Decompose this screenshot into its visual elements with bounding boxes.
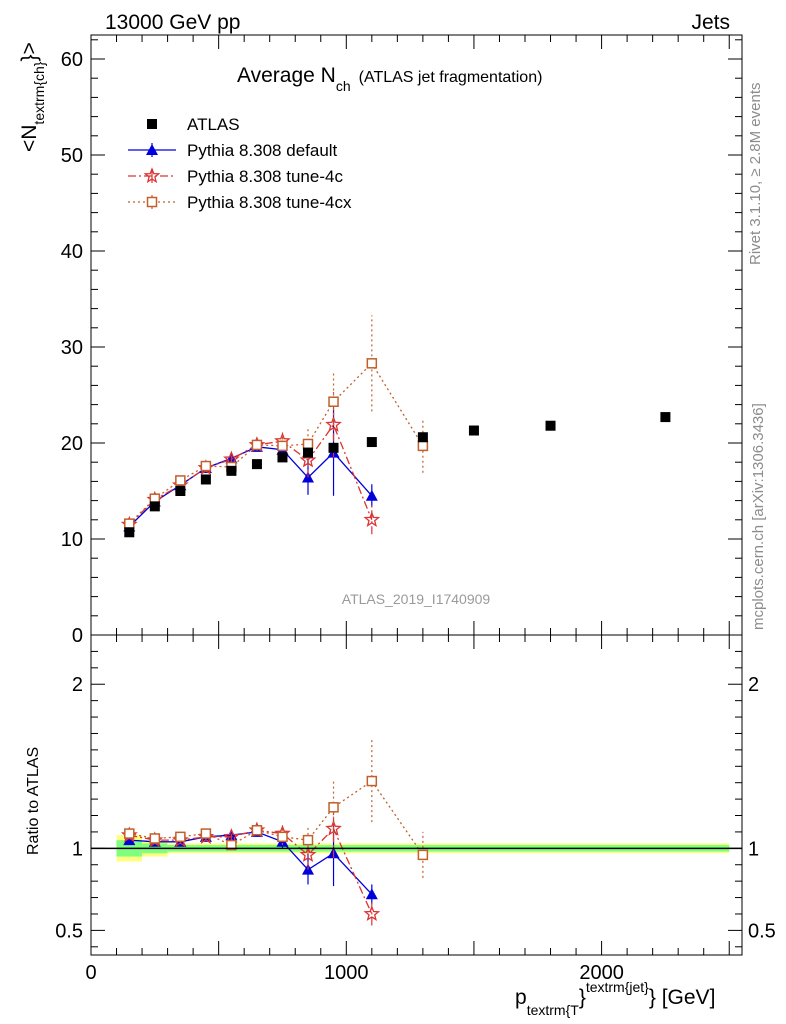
- main-series-line: [128, 423, 373, 526]
- ratio-series-line: [129, 827, 373, 915]
- main-y-ticks: 0 10 20 30 40 50 60: [61, 39, 742, 647]
- main-data-point: [660, 412, 671, 423]
- ratio-y-tick-label-left: 0.5: [55, 920, 83, 942]
- main-y-tick-label: 10: [61, 529, 83, 551]
- main-data-point: [325, 416, 342, 432]
- main-series-group: [123, 409, 378, 532]
- chart-title: Average Nch (ATLAS jet fragmentation): [237, 64, 542, 94]
- main-data-point: [124, 518, 135, 529]
- legend-label: Pythia 8.308 tune-4cx: [187, 193, 352, 212]
- main-y-tick-label: 60: [61, 49, 83, 71]
- ratio-y-ticks: 0.5 0.5 1 1 2 2: [55, 650, 776, 948]
- ratio-y-tick-label-right: 1: [748, 838, 759, 860]
- ratio-data-point: [200, 828, 212, 839]
- legend-label: Pythia 8.308 default: [187, 141, 338, 160]
- x-ticks: 0 1000 2000: [85, 35, 730, 984]
- ratio-data-point: [251, 825, 263, 836]
- main-data-point: [226, 465, 237, 476]
- ratio-data-point: [328, 802, 339, 813]
- ratio-data-point: [366, 775, 378, 787]
- ratio-panel-frame: [90, 634, 743, 956]
- ratio-data-point: [277, 831, 288, 843]
- ratio-data-point: [302, 834, 314, 846]
- ratio-y-tick-label-left: 1: [72, 838, 83, 860]
- ratio-y-tick-label-left: 2: [72, 674, 83, 696]
- main-data-point: [175, 475, 186, 486]
- ratio-data-point: [226, 839, 237, 851]
- ratio-data-point: [223, 828, 240, 844]
- main-series-group: [124, 315, 429, 529]
- main-data-point: [251, 459, 262, 470]
- ratio-series-line: [129, 831, 373, 895]
- ratio-y-axis-label: Ratio to ATLAS: [25, 747, 42, 855]
- main-data-point: [363, 510, 381, 527]
- main-data-point: [299, 451, 317, 468]
- main-data-point: [468, 425, 479, 436]
- ratio-series-group: [123, 820, 378, 905]
- main-y-tick-label: 0: [72, 625, 83, 647]
- ratio-data-point: [299, 846, 317, 863]
- legend-marker: [143, 167, 161, 184]
- x-tick-label: 2000: [579, 962, 624, 984]
- main-series-layer: [120, 315, 671, 538]
- main-series-group: [124, 412, 671, 538]
- main-data-point: [277, 440, 288, 452]
- ratio-series-group: [120, 799, 381, 926]
- main-data-point: [149, 501, 160, 512]
- x-tick-label: 1000: [324, 962, 369, 984]
- analysis-reference: ATLAS_2019_I1740909: [342, 591, 491, 607]
- legend-label: ATLAS: [187, 115, 240, 134]
- ratio-series-group: [124, 740, 429, 878]
- main-data-point: [328, 442, 339, 453]
- legend: ATLAS Pythia 8.308 default Pythia 8.308 tu…: [128, 115, 352, 212]
- ratio-data-point: [149, 833, 161, 844]
- ratio-data-point: [175, 831, 186, 843]
- main-data-point: [251, 439, 263, 451]
- ratio-data-point: [124, 828, 135, 839]
- mcplots-credit-text: mcplots.cern.ch [arXiv:1306.3436]: [750, 403, 767, 630]
- legend-marker: [146, 196, 158, 208]
- main-y-tick-label: 50: [61, 145, 83, 167]
- main-data-point: [366, 358, 378, 369]
- header-right: Jets: [691, 11, 730, 34]
- main-data-point: [303, 447, 313, 458]
- rivet-version-text: Rivet 3.1.10, ≥ 2.8M events: [747, 83, 764, 266]
- main-data-point: [200, 460, 212, 472]
- main-data-point: [366, 437, 377, 448]
- main-data-point: [365, 489, 378, 501]
- main-series-line: [128, 446, 373, 527]
- header-left: 13000 GeV pp: [105, 11, 240, 34]
- ratio-data-point: [365, 888, 378, 900]
- main-data-point: [175, 486, 186, 496]
- ratio-data-point: [123, 834, 136, 846]
- x-axis-label: ptextrm{T}textrm{jet}} [GeV]: [515, 979, 715, 1018]
- main-data-point: [545, 420, 556, 431]
- ratio-series-layer: [120, 740, 429, 926]
- ratio-data-point: [417, 849, 429, 861]
- main-data-point: [417, 432, 428, 443]
- ratio-y-tick-label-right: 2: [748, 674, 759, 696]
- main-y-tick-label: 40: [61, 241, 83, 263]
- legend-label: Pythia 8.308 tune-4c: [187, 167, 343, 186]
- main-y-tick-label: 20: [61, 433, 83, 455]
- main-data-point: [277, 452, 288, 463]
- ratio-y-tick-label-right: 0.5: [748, 920, 776, 942]
- main-series-group: [120, 392, 381, 535]
- main-y-axis-label: <Ntextrm{ch}}>: [18, 42, 47, 152]
- legend-marker: [146, 144, 158, 155]
- main-data-point: [200, 474, 211, 485]
- ratio-data-point: [363, 905, 381, 922]
- main-data-point: [124, 527, 135, 538]
- main-data-point: [328, 396, 339, 407]
- legend-marker: [147, 119, 157, 129]
- main-data-point: [417, 440, 429, 452]
- main-data-point: [302, 438, 314, 450]
- x-tick-label: 0: [85, 962, 96, 984]
- main-series-line: [128, 362, 424, 525]
- main-y-tick-label: 30: [61, 337, 83, 359]
